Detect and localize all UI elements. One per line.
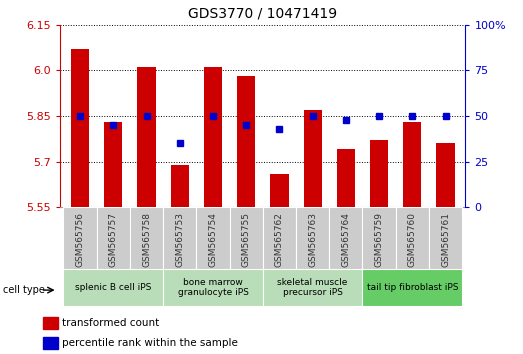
FancyBboxPatch shape <box>97 207 130 269</box>
Text: GSM565755: GSM565755 <box>242 212 251 267</box>
Text: GSM565759: GSM565759 <box>374 212 383 267</box>
Text: cell type: cell type <box>3 285 45 295</box>
Text: GSM565763: GSM565763 <box>308 212 317 267</box>
FancyBboxPatch shape <box>63 269 163 306</box>
Bar <box>370 140 388 207</box>
Text: GSM565754: GSM565754 <box>209 212 218 267</box>
Text: GSM565753: GSM565753 <box>175 212 184 267</box>
FancyBboxPatch shape <box>362 207 396 269</box>
FancyBboxPatch shape <box>396 207 429 269</box>
Text: GSM565762: GSM565762 <box>275 212 284 267</box>
Text: tail tip fibroblast iPS: tail tip fibroblast iPS <box>367 283 458 292</box>
Text: percentile rank within the sample: percentile rank within the sample <box>62 338 238 348</box>
FancyBboxPatch shape <box>130 207 163 269</box>
Bar <box>138 67 156 207</box>
Text: splenic B cell iPS: splenic B cell iPS <box>75 283 152 292</box>
Bar <box>170 165 189 207</box>
Text: skeletal muscle
precursor iPS: skeletal muscle precursor iPS <box>278 278 348 297</box>
Bar <box>403 122 422 207</box>
Text: GSM565758: GSM565758 <box>142 212 151 267</box>
Bar <box>71 49 89 207</box>
Text: GSM565761: GSM565761 <box>441 212 450 267</box>
Bar <box>43 337 58 349</box>
FancyBboxPatch shape <box>196 207 230 269</box>
Bar <box>436 143 454 207</box>
FancyBboxPatch shape <box>263 207 296 269</box>
FancyBboxPatch shape <box>163 207 196 269</box>
Text: transformed count: transformed count <box>62 318 160 329</box>
Bar <box>270 174 289 207</box>
Bar <box>104 122 122 207</box>
FancyBboxPatch shape <box>263 269 362 306</box>
Bar <box>204 67 222 207</box>
Bar <box>43 318 58 329</box>
Bar <box>337 149 355 207</box>
FancyBboxPatch shape <box>362 269 462 306</box>
Text: GSM565764: GSM565764 <box>342 212 350 267</box>
Text: bone marrow
granulocyte iPS: bone marrow granulocyte iPS <box>177 278 248 297</box>
Text: GSM565760: GSM565760 <box>408 212 417 267</box>
FancyBboxPatch shape <box>296 207 329 269</box>
Bar <box>237 76 255 207</box>
FancyBboxPatch shape <box>429 207 462 269</box>
Text: GSM565756: GSM565756 <box>76 212 85 267</box>
Title: GDS3770 / 10471419: GDS3770 / 10471419 <box>188 7 337 21</box>
Text: GSM565757: GSM565757 <box>109 212 118 267</box>
FancyBboxPatch shape <box>163 269 263 306</box>
FancyBboxPatch shape <box>329 207 362 269</box>
Bar <box>303 110 322 207</box>
FancyBboxPatch shape <box>230 207 263 269</box>
FancyBboxPatch shape <box>63 207 97 269</box>
